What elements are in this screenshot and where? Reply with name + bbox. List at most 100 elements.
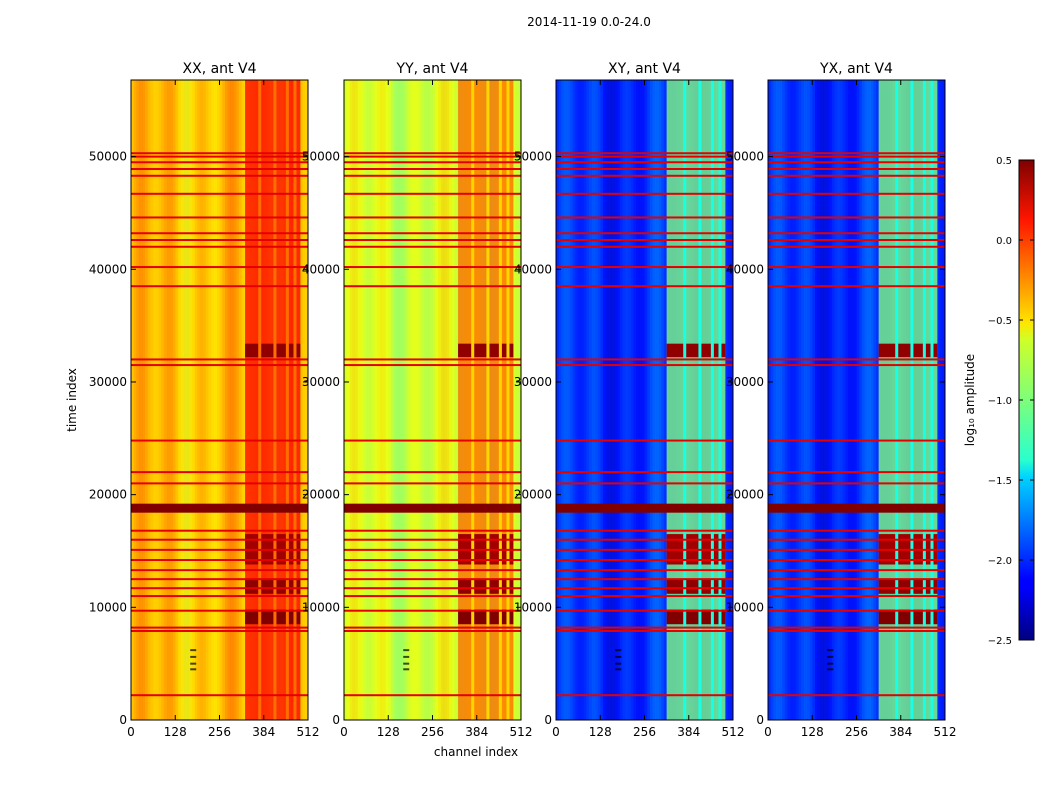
channel-stripe — [454, 80, 458, 720]
flagged-row — [556, 529, 733, 532]
x-tick-label: 512 — [722, 725, 745, 739]
flagged-row — [556, 192, 733, 195]
channel-stripe — [142, 80, 146, 720]
y-tick-label: 20000 — [302, 488, 340, 502]
channel-gap — [471, 80, 475, 720]
channel-stripe — [225, 80, 229, 720]
flagged-row — [768, 471, 945, 474]
flagged-row — [556, 239, 733, 241]
thick-flag-band — [344, 503, 521, 513]
flagged-row — [768, 245, 945, 248]
channel-stripe — [305, 80, 308, 720]
flagged-row — [768, 439, 945, 442]
flagged-row — [344, 161, 521, 164]
flagged-row — [131, 548, 308, 551]
x-tick-label: 128 — [589, 725, 612, 739]
channel-stripe — [784, 80, 788, 720]
flagged-row — [131, 626, 308, 629]
channel-stripe — [166, 80, 171, 720]
heatmap-body — [131, 80, 308, 720]
channel-stripe — [158, 80, 162, 720]
x-tick-label: 512 — [297, 725, 320, 739]
flagged-row — [556, 578, 733, 581]
flagged-row — [131, 559, 308, 561]
y-tick-label: 50000 — [726, 150, 764, 164]
panel-title: XY, ant V4 — [608, 61, 681, 77]
channel-stripe — [839, 80, 843, 720]
flagged-row — [344, 569, 521, 572]
flagged-row — [344, 152, 521, 155]
colorbar-tick-label: −2.5 — [988, 636, 1012, 647]
y-tick-label: 0 — [756, 713, 764, 727]
flagged-row — [768, 358, 945, 361]
flagged-row — [768, 232, 945, 235]
channel-stripe — [867, 80, 871, 720]
x-tick-label: 384 — [252, 725, 275, 739]
channel-stripe — [823, 80, 827, 720]
flagged-row — [131, 174, 308, 177]
channel-stripe — [773, 80, 777, 720]
flagged-row — [344, 239, 521, 241]
rfi-spot — [190, 655, 197, 658]
channel-stripe — [399, 80, 403, 720]
colorbar-tick-label: −1.5 — [988, 476, 1012, 487]
y-tick-label: 10000 — [726, 600, 764, 614]
channel-stripe — [658, 80, 662, 720]
channel-stripe — [647, 80, 651, 720]
flagged-row — [556, 364, 733, 367]
colorbar-tick-label: 0.0 — [996, 236, 1012, 247]
flagged-row — [556, 538, 733, 541]
rfi-spot — [827, 655, 834, 658]
high-amplitude-block — [245, 579, 301, 594]
high-amplitude-block — [458, 343, 514, 358]
flagged-row — [768, 578, 945, 581]
channel-stripe — [605, 80, 609, 720]
flagged-row — [768, 587, 945, 590]
flagged-row — [344, 266, 521, 269]
channel-stripe — [558, 80, 562, 720]
channel-stripe — [837, 80, 841, 720]
high-amplitude-block — [878, 609, 938, 625]
high-amplitude-block — [666, 343, 726, 358]
channel-stripe — [211, 80, 215, 720]
channel-stripe — [661, 80, 665, 720]
x-tick-label: 256 — [208, 725, 231, 739]
channel-stripe — [388, 80, 392, 720]
channel-stripe — [197, 80, 201, 720]
flagged-row — [556, 482, 733, 485]
channel-stripe — [939, 80, 943, 720]
channel-stripe — [429, 80, 433, 720]
channel-stripe — [795, 80, 799, 720]
rfi-spot — [827, 662, 834, 665]
channel-stripe — [663, 80, 667, 720]
channel-stripe — [770, 80, 774, 720]
flagged-row — [768, 629, 945, 632]
channel-stripe — [180, 80, 184, 720]
channel-stripe — [815, 80, 819, 720]
x-tick-label: 128 — [377, 725, 400, 739]
flagged-row — [768, 168, 945, 171]
flagged-row — [131, 569, 308, 572]
flagged-row — [768, 174, 945, 177]
channel-stripe — [169, 80, 173, 720]
high-amplitude-block — [878, 343, 938, 358]
colorbar-ticks: 0.5 0.0 −0.5 −1.0 −1.5 −2.0 −2.5 — [988, 156, 1034, 647]
flagged-row — [344, 232, 521, 235]
channel-stripe — [809, 80, 813, 720]
rfi-spot — [827, 649, 834, 652]
channel-stripe — [144, 80, 148, 720]
flagged-row — [768, 694, 945, 697]
channel-stripe — [393, 80, 397, 720]
channel-stripe — [652, 80, 656, 720]
x-tick-label: 0 — [552, 725, 560, 739]
channel-stripe — [828, 80, 832, 720]
flagged-row — [131, 609, 308, 612]
channel-stripe — [650, 80, 654, 720]
flagged-row — [131, 364, 308, 367]
channel-stripe — [153, 80, 157, 720]
flagged-row — [131, 216, 308, 219]
flagged-row — [768, 548, 945, 551]
flagged-row — [556, 216, 733, 219]
channel-stripe — [641, 80, 645, 720]
x-tick-label: 0 — [127, 725, 135, 739]
